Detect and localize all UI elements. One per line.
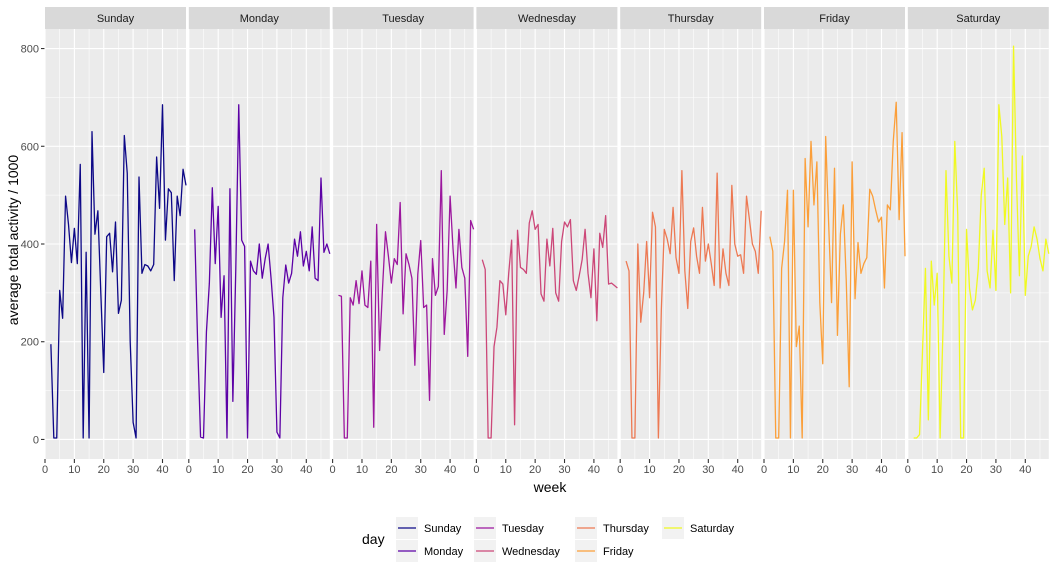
- x-tick-label: 30: [415, 464, 427, 476]
- legend-item-saturday: Saturday: [662, 517, 735, 539]
- y-axis-title: average total activity / 1000: [5, 155, 21, 326]
- legend: day Sunday Monday Tuesday Wednesday Thursday…: [362, 517, 735, 562]
- series-line-saturday: [913, 45, 1050, 439]
- panel-tuesday: Tuesday 0 10 20 30 40: [330, 7, 475, 476]
- x-tick-label: 20: [673, 464, 685, 476]
- facet-strip: [476, 7, 618, 29]
- facet-strip-label: Thursday: [668, 13, 714, 25]
- panel-wednesday: Wednesday 0 10 20 30 40: [473, 7, 618, 476]
- x-tick-label: 0: [617, 464, 623, 476]
- panel-sunday: Sunday 0 10 20 30 40: [42, 7, 187, 476]
- facet-strip: [188, 7, 330, 29]
- facet-strip: [907, 7, 1049, 29]
- x-tick-label: 0: [905, 464, 911, 476]
- x-tick-label: 40: [444, 464, 456, 476]
- x-tick-label: 10: [356, 464, 368, 476]
- y-tick-label: 800: [21, 44, 39, 56]
- panel-friday: Friday 0 10 20 30 40: [761, 7, 906, 476]
- x-tick-label: 10: [212, 464, 224, 476]
- x-tick-label: 10: [931, 464, 943, 476]
- facet-strip-label: Wednesday: [518, 13, 576, 25]
- x-axis-title: week: [533, 479, 568, 495]
- x-tick-label: 30: [702, 464, 714, 476]
- x-tick-label: 20: [817, 464, 829, 476]
- legend-label: Wednesday: [502, 546, 560, 558]
- legend-title: day: [362, 531, 385, 547]
- x-tick-label: 40: [156, 464, 168, 476]
- series-line-thursday: [625, 170, 762, 439]
- x-tick-label: 40: [875, 464, 887, 476]
- x-tick-label: 40: [300, 464, 312, 476]
- legend-label: Saturday: [690, 523, 735, 535]
- x-tick-label: 30: [990, 464, 1002, 476]
- x-tick-label: 30: [846, 464, 858, 476]
- x-tick-label: 0: [761, 464, 767, 476]
- x-tick-label: 20: [960, 464, 972, 476]
- x-tick-label: 20: [241, 464, 253, 476]
- x-tick-label: 20: [529, 464, 541, 476]
- legend-label: Thursday: [603, 523, 649, 535]
- x-tick-label: 10: [643, 464, 655, 476]
- x-tick-label: 20: [98, 464, 110, 476]
- facet-strip: [332, 7, 474, 29]
- legend-item-friday: Friday: [575, 540, 634, 562]
- x-tick-label: 10: [68, 464, 80, 476]
- panel-monday: Monday 0 10 20 30 40: [186, 7, 331, 476]
- x-tick-label: 40: [732, 464, 744, 476]
- facet-strip-label: Tuesday: [382, 13, 424, 25]
- series-line-monday: [194, 104, 331, 439]
- x-tick-label: 10: [500, 464, 512, 476]
- x-tick-label: 0: [330, 464, 336, 476]
- series-line-friday: [769, 101, 906, 439]
- legend-label: Tuesday: [502, 523, 544, 535]
- series-line-sunday: [50, 104, 187, 439]
- facet-strip: [45, 7, 186, 29]
- legend-item-tuesday: Tuesday: [474, 517, 544, 539]
- facet-strip: [764, 7, 905, 29]
- series-line-tuesday: [338, 170, 475, 439]
- x-tick-label: 0: [186, 464, 192, 476]
- x-tick-label: 40: [588, 464, 600, 476]
- panel-thursday: Thursday 0 10 20 30 40: [617, 7, 762, 476]
- legend-label: Monday: [424, 546, 464, 558]
- x-tick-label: 40: [1019, 464, 1031, 476]
- x-tick-label: 30: [558, 464, 570, 476]
- legend-item-monday: Monday: [396, 540, 464, 562]
- x-tick-label: 30: [127, 464, 139, 476]
- legend-item-thursday: Thursday: [575, 517, 649, 539]
- y-tick-label: 0: [33, 434, 39, 446]
- legend-item-sunday: Sunday: [396, 517, 462, 539]
- facet-strip-label: Monday: [240, 13, 280, 25]
- legend-item-wednesday: Wednesday: [474, 540, 560, 562]
- y-tick-label: 200: [21, 337, 39, 349]
- x-tick-label: 0: [473, 464, 479, 476]
- legend-label: Friday: [603, 546, 634, 558]
- series-line-wednesday: [481, 210, 618, 439]
- panel-saturday: Saturday 0 10 20 30 40: [905, 7, 1050, 476]
- x-tick-label: 10: [787, 464, 799, 476]
- facet-strip-label: Sunday: [97, 13, 135, 25]
- x-tick-label: 30: [271, 464, 283, 476]
- x-tick-label: 0: [42, 464, 48, 476]
- facet-strip-label: Saturday: [956, 13, 1001, 25]
- legend-label: Sunday: [424, 523, 462, 535]
- facet-strip: [620, 7, 762, 29]
- y-tick-label: 400: [21, 239, 39, 251]
- x-tick-label: 20: [385, 464, 397, 476]
- y-tick-label: 600: [21, 141, 39, 153]
- facet-strip-label: Friday: [819, 13, 850, 25]
